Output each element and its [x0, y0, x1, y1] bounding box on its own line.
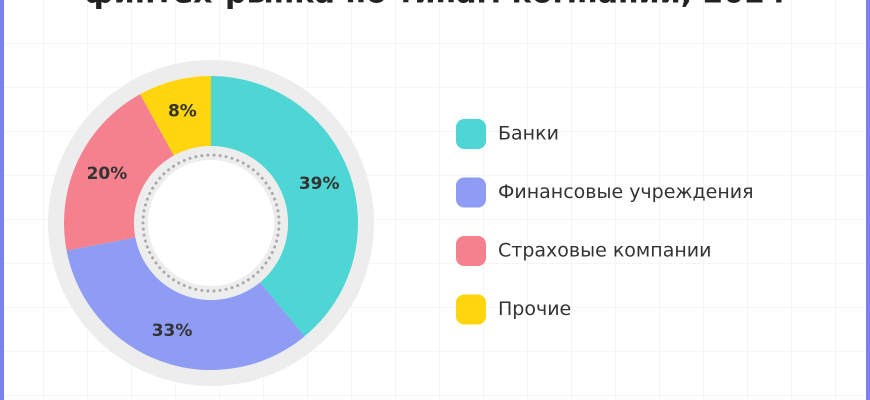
legend-swatch [456, 294, 486, 325]
value-label: 33% [152, 321, 193, 341]
slice [140, 76, 211, 156]
value-label: 8% [168, 102, 197, 122]
legend-swatch [456, 177, 486, 208]
value-label: 39% [299, 174, 340, 194]
dotted-ring [141, 153, 281, 293]
slice [211, 76, 358, 337]
legend-label: Финансовые учреждения [498, 181, 754, 203]
inner-disc [148, 160, 274, 286]
legend-label: Банки [498, 123, 559, 145]
slice [66, 237, 305, 370]
legend-label: Страховые компании [498, 240, 711, 262]
border-left [0, 0, 4, 400]
legend-swatch [456, 119, 486, 149]
chart-title: финтех-рынка по типам компаний, 2024 [84, 0, 786, 11]
border-right [866, 0, 870, 400]
legend-swatch [456, 236, 486, 266]
value-label: 20% [87, 164, 128, 184]
slice [63, 94, 174, 251]
legend-label: Прочие [498, 298, 571, 320]
